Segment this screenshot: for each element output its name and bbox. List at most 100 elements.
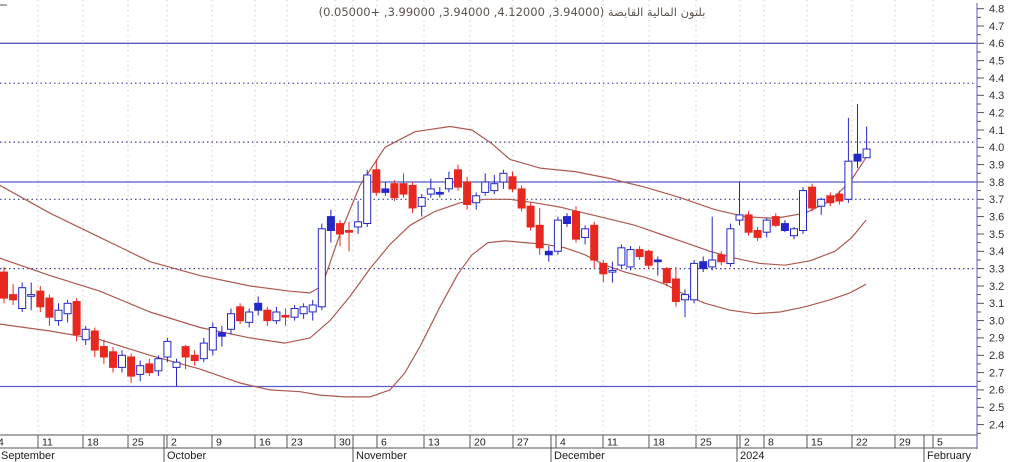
bollinger-bands (0, 125, 867, 398)
candle (245, 311, 254, 323)
candle (844, 160, 853, 200)
week-label: 8 (768, 437, 774, 449)
candle (444, 178, 453, 190)
week-label: 29 (899, 437, 911, 449)
month-label: 2024 (740, 450, 764, 462)
candle (726, 228, 735, 265)
candle (263, 309, 272, 322)
week-label: 4 (0, 437, 4, 449)
price-axis-label: 3.4 (989, 246, 1004, 258)
price-axis-label: 2.9 (989, 333, 1004, 345)
week-label: 25 (700, 437, 712, 449)
week-label: 15 (811, 437, 823, 449)
candle (808, 186, 817, 209)
week-label: 27 (517, 437, 529, 449)
week-label: 5 (937, 437, 943, 449)
candle (762, 219, 771, 233)
grid-lines (37, 0, 934, 435)
week-label: 2 (744, 437, 750, 449)
candle (36, 290, 45, 308)
candle (708, 259, 717, 268)
candle (644, 250, 653, 266)
week-label: 25 (132, 437, 144, 449)
candle (199, 342, 208, 360)
candle (563, 216, 571, 225)
price-axis-label: 2.7 (989, 367, 1004, 379)
bollinger-lower-band (0, 240, 867, 398)
candle (363, 174, 372, 224)
candle (508, 176, 517, 190)
candle (553, 219, 562, 252)
candle (499, 172, 508, 183)
candle (281, 314, 290, 318)
week-label: 9 (216, 437, 222, 449)
candle (54, 309, 63, 322)
candle (535, 224, 544, 249)
price-axis-label: 3.6 (989, 211, 1004, 223)
candle (635, 249, 644, 258)
week-label: 22 (856, 437, 868, 449)
price-axis-label: 3.1 (989, 298, 1004, 310)
bollinger-middle-band (0, 198, 867, 344)
candle (753, 230, 762, 238)
price-axis-label: 4.5 (989, 56, 1004, 68)
candle (118, 354, 126, 368)
price-axis-label: 2.8 (989, 350, 1004, 362)
candle (835, 193, 844, 202)
price-axis-label: 3.3 (989, 263, 1004, 275)
candle (63, 302, 72, 315)
candle (72, 301, 81, 336)
price-axis-label: 4.0 (989, 142, 1004, 154)
candle (99, 346, 108, 358)
candle (790, 228, 798, 237)
candle (817, 198, 826, 207)
price-axis-label: 4.1 (989, 125, 1004, 137)
candle (136, 365, 145, 375)
week-label: 23 (291, 437, 303, 449)
candle (345, 230, 353, 233)
candle (681, 294, 689, 301)
month-label: February (927, 450, 972, 462)
candle (27, 294, 36, 297)
month-label: October (167, 450, 206, 462)
candle (463, 181, 472, 205)
candle (299, 306, 308, 315)
candle (590, 224, 599, 261)
candle (336, 223, 344, 235)
candle (381, 188, 390, 193)
candle (208, 327, 217, 351)
candle (254, 302, 263, 311)
candle (599, 262, 608, 275)
price-axis-label: 4.2 (989, 107, 1004, 119)
week-label: 6 (381, 437, 387, 449)
candle (690, 262, 699, 301)
week-label: 20 (474, 437, 486, 449)
candle (81, 328, 90, 341)
candle (517, 188, 526, 209)
candle (454, 169, 462, 188)
candle (526, 205, 535, 228)
date-axis: 4 11 18 25 2 9 16 23 30 6 13 20 27 4 11 18 25 2 8 15 22 29 5Se… (0, 434, 977, 462)
price-axis-label: 3.2 (989, 281, 1004, 293)
price-axis-label: 4.6 (989, 38, 1004, 50)
month-label: December (554, 450, 605, 462)
price-axis-label: 3.0 (989, 315, 1004, 327)
week-label: 4 (560, 437, 566, 449)
candle (481, 181, 490, 193)
price-axis-label: 4.3 (989, 90, 1004, 102)
candle (771, 216, 780, 226)
candle (0, 271, 8, 299)
price-axis-label: 2.6 (989, 385, 1004, 397)
candle (163, 340, 172, 358)
candle (435, 191, 444, 195)
candle (18, 287, 27, 310)
chart-title: بلتون المالية القابضة (3.94000, 4.12000,… (318, 5, 706, 19)
week-label: 11 (42, 437, 53, 449)
candle (544, 250, 553, 256)
week-label: 18 (653, 437, 665, 449)
candle (408, 184, 417, 209)
candle (426, 188, 435, 195)
candle (317, 228, 326, 308)
price-axis-label: 3.5 (989, 229, 1004, 241)
